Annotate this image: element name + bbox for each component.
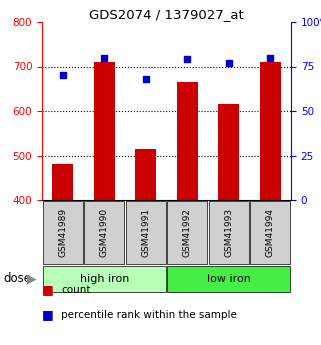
Bar — [250, 201, 290, 264]
Text: GSM41991: GSM41991 — [141, 208, 150, 257]
Bar — [43, 266, 166, 292]
Text: ■: ■ — [42, 284, 54, 296]
Text: dose: dose — [3, 273, 31, 286]
Point — [143, 76, 148, 82]
Bar — [167, 201, 207, 264]
Text: high iron: high iron — [80, 274, 129, 284]
Text: GSM41993: GSM41993 — [224, 208, 233, 257]
Text: GSM41990: GSM41990 — [100, 208, 109, 257]
Bar — [209, 201, 249, 264]
Text: GSM41994: GSM41994 — [266, 208, 275, 257]
Point — [102, 55, 107, 60]
Bar — [260, 62, 281, 200]
Text: GSM41992: GSM41992 — [183, 208, 192, 257]
Point — [185, 57, 190, 62]
Text: ■: ■ — [42, 308, 54, 322]
Point — [268, 55, 273, 60]
Bar — [135, 149, 156, 200]
Text: count: count — [61, 285, 91, 295]
Text: low iron: low iron — [207, 274, 251, 284]
Bar — [126, 201, 166, 264]
Bar — [167, 266, 290, 292]
Point — [226, 60, 231, 66]
Text: percentile rank within the sample: percentile rank within the sample — [61, 310, 237, 320]
Text: GSM41989: GSM41989 — [58, 208, 67, 257]
Bar — [177, 82, 198, 200]
Text: ▶: ▶ — [27, 273, 37, 286]
Bar — [84, 201, 124, 264]
Bar — [94, 62, 115, 200]
Point — [60, 73, 65, 78]
Title: GDS2074 / 1379027_at: GDS2074 / 1379027_at — [89, 8, 244, 21]
Bar — [218, 104, 239, 200]
Bar — [43, 201, 83, 264]
Bar — [52, 165, 73, 200]
